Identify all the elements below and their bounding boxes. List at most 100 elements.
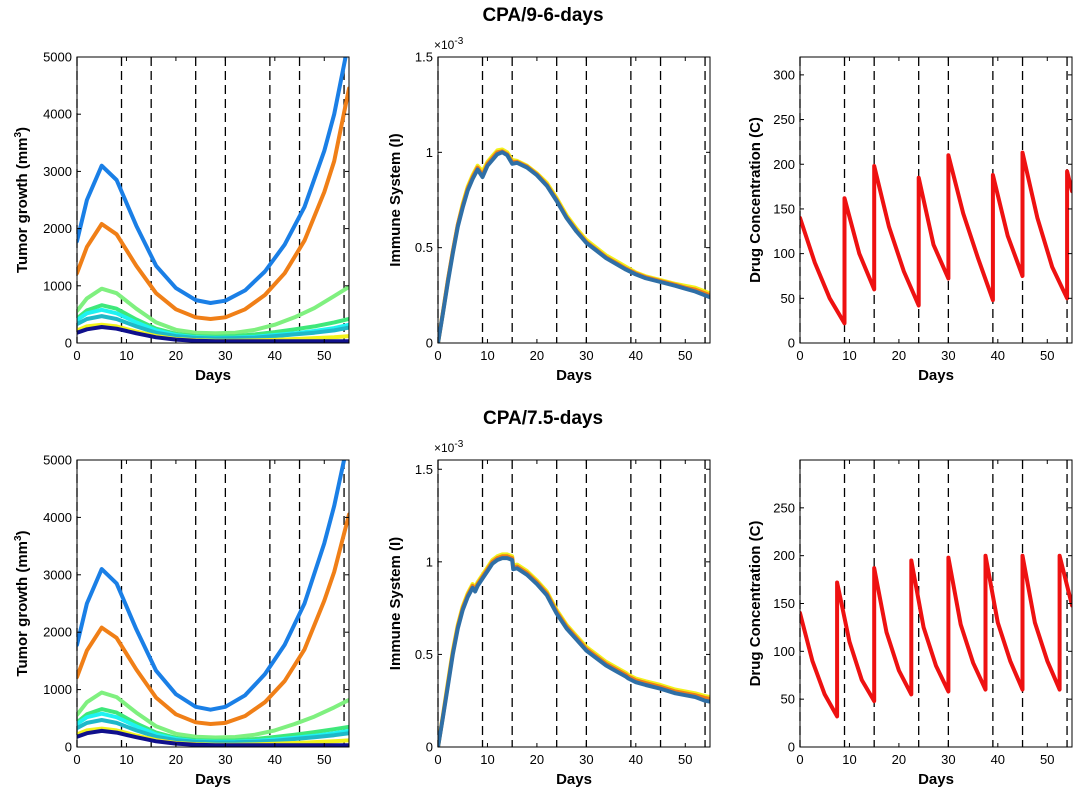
axes-box: [76, 459, 350, 748]
y-tick-label: 150: [773, 596, 795, 611]
y-tick-label: 250: [773, 500, 795, 515]
y-tick-label: 4000: [43, 107, 72, 122]
x-tick-label: 30: [941, 752, 955, 767]
y-axis-label: Immune System (I): [387, 133, 404, 266]
y-tick-label: 200: [773, 548, 795, 563]
series-group: [800, 150, 1072, 326]
y-exponent-label: ×10-3: [434, 36, 464, 52]
y-axis-label: Tumor growth (mm3): [13, 530, 31, 676]
x-tick-label: 40: [268, 752, 282, 767]
x-tick-label: 20: [169, 348, 183, 363]
x-tick-label: 10: [842, 752, 856, 767]
x-tick-label: 40: [991, 752, 1005, 767]
x-tick-label: 0: [434, 752, 441, 767]
y-tick-label: 2000: [43, 221, 72, 236]
y-tick-label: 4000: [43, 510, 72, 525]
series-group: [438, 552, 710, 747]
chart-drug-row0: 0 10 20 30 40 50 0 50 100 150 200 250 300 Days Drug Co…: [747, 56, 1073, 384]
series-line-blue: [77, 460, 347, 712]
y-tick-label: 50: [781, 692, 795, 707]
series-line-orange: [77, 512, 349, 726]
y-tick-label: 0: [788, 336, 795, 351]
x-tick-label: 40: [629, 348, 643, 363]
y-tick-label: 1: [426, 554, 433, 569]
series-line-teal: [77, 718, 349, 745]
x-tick-label: 10: [119, 348, 133, 363]
series-line-orange: [438, 149, 710, 343]
y-axis-label: Drug Concentration (C): [747, 117, 764, 283]
x-tick-label: 50: [678, 348, 692, 363]
chart-immune-row0: 0 10 20 30 40 50 0 0.5 1 1.5 Days Immune System (I)…: [387, 36, 711, 384]
x-tick-label: 20: [892, 752, 906, 767]
series-line-light-green: [77, 690, 349, 740]
y-tick-label: 1000: [43, 682, 72, 697]
axes-box: [437, 56, 711, 344]
series-line-dark-blue: [77, 728, 349, 747]
y-tick-label: 0: [65, 740, 72, 755]
y-tick-label: 2000: [43, 625, 72, 640]
y-axis-label: Drug Concentration (C): [747, 521, 764, 687]
y-tick-label: 5000: [43, 453, 72, 468]
x-tick-label: 50: [317, 752, 331, 767]
series-line-dark-blue: [77, 325, 349, 343]
x-tick-label: 40: [268, 348, 282, 363]
x-tick-label: 0: [434, 348, 441, 363]
row-title-top: CPA/9-6-days: [482, 5, 603, 26]
x-tick-label: 20: [530, 348, 544, 363]
axes-box: [799, 56, 1073, 344]
y-tick-label: 0: [426, 740, 433, 755]
series-line-light-green: [77, 284, 349, 336]
row-title-bottom: CPA/7.5-days: [483, 408, 603, 429]
x-tick-label: 40: [991, 348, 1005, 363]
y-tick-label: 0: [788, 740, 795, 755]
series-line-drug: [800, 150, 1072, 326]
y-tick-label: 100: [773, 246, 795, 261]
series-line-drug: [800, 553, 1072, 719]
x-tick-label: 10: [119, 752, 133, 767]
x-tick-label: 0: [796, 752, 803, 767]
y-tick-label: 200: [773, 157, 795, 172]
y-tick-label: 300: [773, 67, 795, 82]
y-tick-label: 50: [781, 291, 795, 306]
series-group: [77, 57, 349, 343]
x-tick-label: 50: [1040, 348, 1054, 363]
series-group: [438, 147, 710, 343]
x-tick-label: 30: [218, 348, 232, 363]
y-tick-label: 1000: [43, 278, 72, 293]
x-tick-label: 10: [480, 752, 494, 767]
series-line-blue: [77, 57, 348, 305]
x-axis-label: Days: [195, 771, 231, 788]
y-tick-label: 3000: [43, 567, 72, 582]
y-tick-label: 1.5: [415, 50, 433, 65]
x-tick-label: 0: [796, 348, 803, 363]
x-tick-label: 0: [73, 752, 80, 767]
y-tick-label: 0: [426, 336, 433, 351]
y-tick-label: 0.5: [415, 647, 433, 662]
x-tick-label: 40: [629, 752, 643, 767]
series-group: [77, 460, 349, 747]
x-axis-label: Days: [195, 367, 231, 384]
x-tick-label: 50: [678, 752, 692, 767]
y-tick-label: 150: [773, 201, 795, 216]
x-tick-label: 0: [73, 348, 80, 363]
x-tick-label: 10: [480, 348, 494, 363]
x-tick-label: 10: [842, 348, 856, 363]
y-tick-label: 5000: [43, 50, 72, 65]
axes-box: [437, 459, 711, 748]
y-tick-label: 0.5: [415, 240, 433, 255]
y-tick-label: 250: [773, 112, 795, 127]
series-line-teal: [77, 314, 349, 341]
x-tick-label: 30: [579, 752, 593, 767]
x-axis-label: Days: [556, 367, 592, 384]
panels: 0 10 20 30 40 50010002000300040005000DaysTumo…: [13, 36, 1073, 788]
y-axis-label: Tumor growth (mm3): [13, 127, 31, 273]
y-tick-label: 1.5: [415, 462, 433, 477]
series-group: [800, 553, 1072, 719]
y-axis-label: Immune System (I): [387, 537, 404, 670]
y-tick-label: 100: [773, 644, 795, 659]
x-tick-label: 20: [169, 752, 183, 767]
y-tick-label: 3000: [43, 164, 72, 179]
x-tick-label: 50: [1040, 752, 1054, 767]
x-tick-label: 20: [892, 348, 906, 363]
